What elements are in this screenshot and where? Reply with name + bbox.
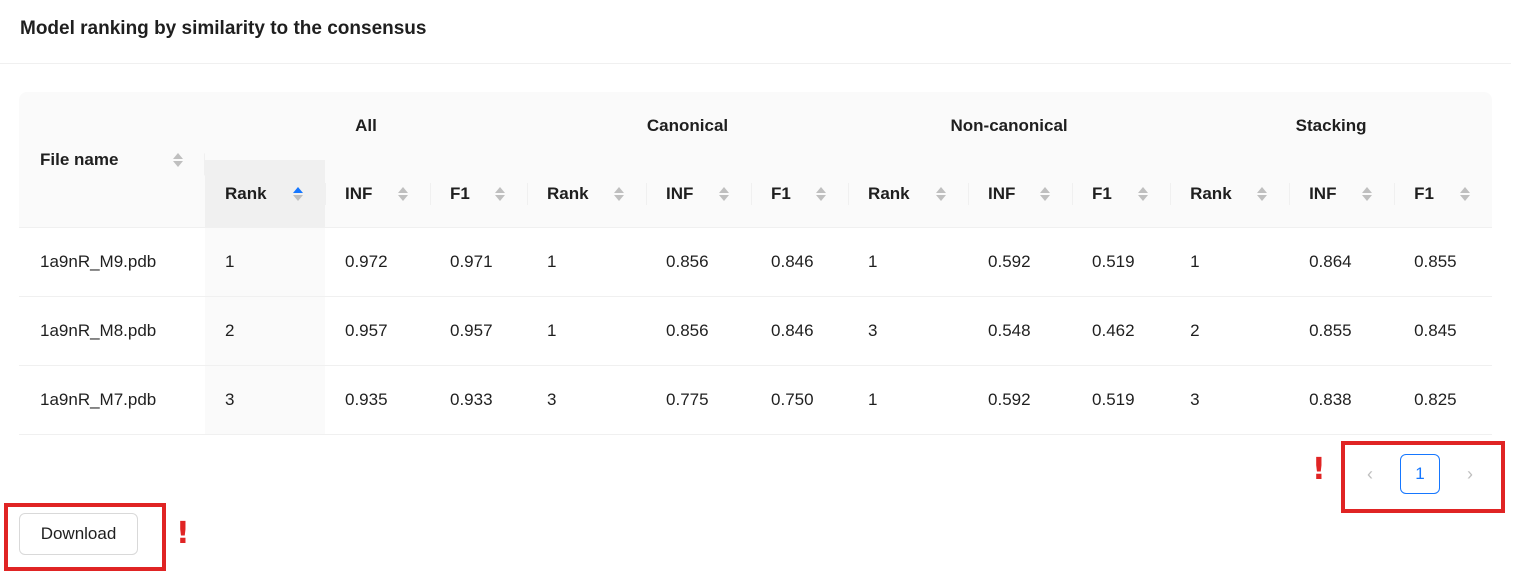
table-cell: 0.825: [1394, 366, 1493, 435]
sort-icon[interactable]: [1040, 186, 1051, 201]
table-cell: 0.775: [646, 366, 752, 435]
sort-icon[interactable]: [293, 186, 303, 201]
cell-file-name: 1a9nR_M7.pdb: [19, 366, 205, 435]
table-cell: 0.855: [1394, 228, 1493, 297]
column-header-all-inf[interactable]: INF: [325, 160, 430, 228]
table-cell: 0.519: [1072, 366, 1171, 435]
page-number-button[interactable]: 1: [1400, 454, 1440, 494]
table-cell: 3: [848, 297, 969, 366]
table-cell: 1: [848, 228, 969, 297]
column-header-label: INF: [1309, 183, 1337, 203]
column-header-label: F1: [771, 183, 791, 203]
table-cell: 2: [1170, 297, 1290, 366]
table-cell: 0.933: [430, 366, 528, 435]
column-header-file-name[interactable]: File name: [19, 92, 205, 228]
table-cell: 0.957: [430, 297, 528, 366]
card-title: Model ranking by similarity to the conse…: [20, 18, 427, 39]
sort-icon[interactable]: [719, 186, 730, 201]
table-cell: 3: [1170, 366, 1290, 435]
table-cell: 1: [1170, 228, 1290, 297]
table-row: 1a9nR_M9.pdb 1 0.972 0.971 1 0.856 0.846 1 0.592…: [19, 228, 1493, 297]
ranking-table: File name All Canonical Non-canonical St…: [19, 92, 1493, 435]
group-header-non-canonical: Non-canonical: [848, 92, 1171, 160]
column-header-label: INF: [988, 183, 1016, 203]
table-cell: 1: [848, 366, 969, 435]
card-header: Model ranking by similarity to the conse…: [0, 0, 1511, 64]
table-cell: 0.846: [751, 228, 849, 297]
column-header-non-canonical-inf[interactable]: INF: [968, 160, 1073, 228]
sort-icon[interactable]: [398, 186, 408, 201]
column-header-stacking-inf[interactable]: INF: [1289, 160, 1395, 228]
table-cell: 0.972: [325, 228, 430, 297]
column-header-label: INF: [666, 183, 694, 203]
column-header-all-f1[interactable]: F1: [430, 160, 528, 228]
sort-icon[interactable]: [1460, 186, 1471, 201]
table-cell: 0.462: [1072, 297, 1171, 366]
table-cell: 0.856: [646, 228, 752, 297]
sort-icon[interactable]: [495, 186, 506, 201]
table-cell: 0.592: [968, 366, 1073, 435]
table-cell: 0.864: [1289, 228, 1395, 297]
pagination: ‹ 1 ›: [1350, 454, 1490, 494]
group-header-all: All: [205, 92, 528, 160]
table-cell: 0.838: [1289, 366, 1395, 435]
table-cell: 3: [205, 366, 325, 435]
table-cell: 1: [205, 228, 325, 297]
table-cell: 0.957: [325, 297, 430, 366]
file-name-header-label: File name: [40, 149, 119, 169]
table-cell: 1: [527, 297, 647, 366]
column-header-canonical-inf[interactable]: INF: [646, 160, 752, 228]
group-header-canonical: Canonical: [527, 92, 849, 160]
download-button[interactable]: Download: [19, 513, 138, 555]
column-header-all-rank[interactable]: Rank: [205, 160, 325, 228]
warning-mark-icon: !: [1312, 452, 1326, 487]
column-header-label: Rank: [547, 183, 589, 203]
table-cell: 0.935: [325, 366, 430, 435]
column-header-label: F1: [1092, 183, 1112, 203]
sort-icon[interactable]: [1138, 186, 1149, 201]
table-cell: 0.846: [751, 297, 849, 366]
table-row: 1a9nR_M7.pdb 3 0.935 0.933 3 0.775 0.750 1 0.592…: [19, 366, 1493, 435]
chevron-right-icon[interactable]: ›: [1467, 463, 1473, 484]
sort-icon[interactable]: [173, 152, 183, 167]
sort-icon[interactable]: [614, 186, 625, 201]
table-cell: 0.856: [646, 297, 752, 366]
table-cell: 0.750: [751, 366, 849, 435]
column-header-label: Rank: [868, 183, 910, 203]
table-cell: 0.548: [968, 297, 1073, 366]
column-header-stacking-f1[interactable]: F1: [1394, 160, 1493, 228]
column-header-canonical-f1[interactable]: F1: [751, 160, 849, 228]
sort-icon[interactable]: [1362, 186, 1373, 201]
column-header-label: F1: [1414, 183, 1434, 203]
table-cell: 0.855: [1289, 297, 1395, 366]
column-header-label: Rank: [225, 183, 267, 203]
column-header-non-canonical-f1[interactable]: F1: [1072, 160, 1171, 228]
group-header-stacking: Stacking: [1170, 92, 1493, 160]
column-header-stacking-rank[interactable]: Rank: [1170, 160, 1290, 228]
table-cell: 0.519: [1072, 228, 1171, 297]
chevron-left-icon[interactable]: ‹: [1367, 463, 1373, 484]
table-cell: 2: [205, 297, 325, 366]
table-cell: 1: [527, 228, 647, 297]
cell-file-name: 1a9nR_M9.pdb: [19, 228, 205, 297]
sort-icon[interactable]: [816, 186, 827, 201]
cell-file-name: 1a9nR_M8.pdb: [19, 297, 205, 366]
column-header-label: F1: [450, 183, 470, 203]
table-row: 1a9nR_M8.pdb 2 0.957 0.957 1 0.856 0.846 3 0.548…: [19, 297, 1493, 366]
column-header-non-canonical-rank[interactable]: Rank: [848, 160, 969, 228]
table-cell: 0.592: [968, 228, 1073, 297]
column-header-label: Rank: [1190, 183, 1232, 203]
warning-mark-icon: !: [176, 516, 190, 551]
table-cell: 0.971: [430, 228, 528, 297]
sort-icon[interactable]: [1257, 186, 1268, 201]
table-cell: 0.845: [1394, 297, 1493, 366]
table-cell: 3: [527, 366, 647, 435]
sort-icon[interactable]: [936, 186, 947, 201]
column-header-canonical-rank[interactable]: Rank: [527, 160, 647, 228]
column-header-label: INF: [345, 183, 373, 203]
